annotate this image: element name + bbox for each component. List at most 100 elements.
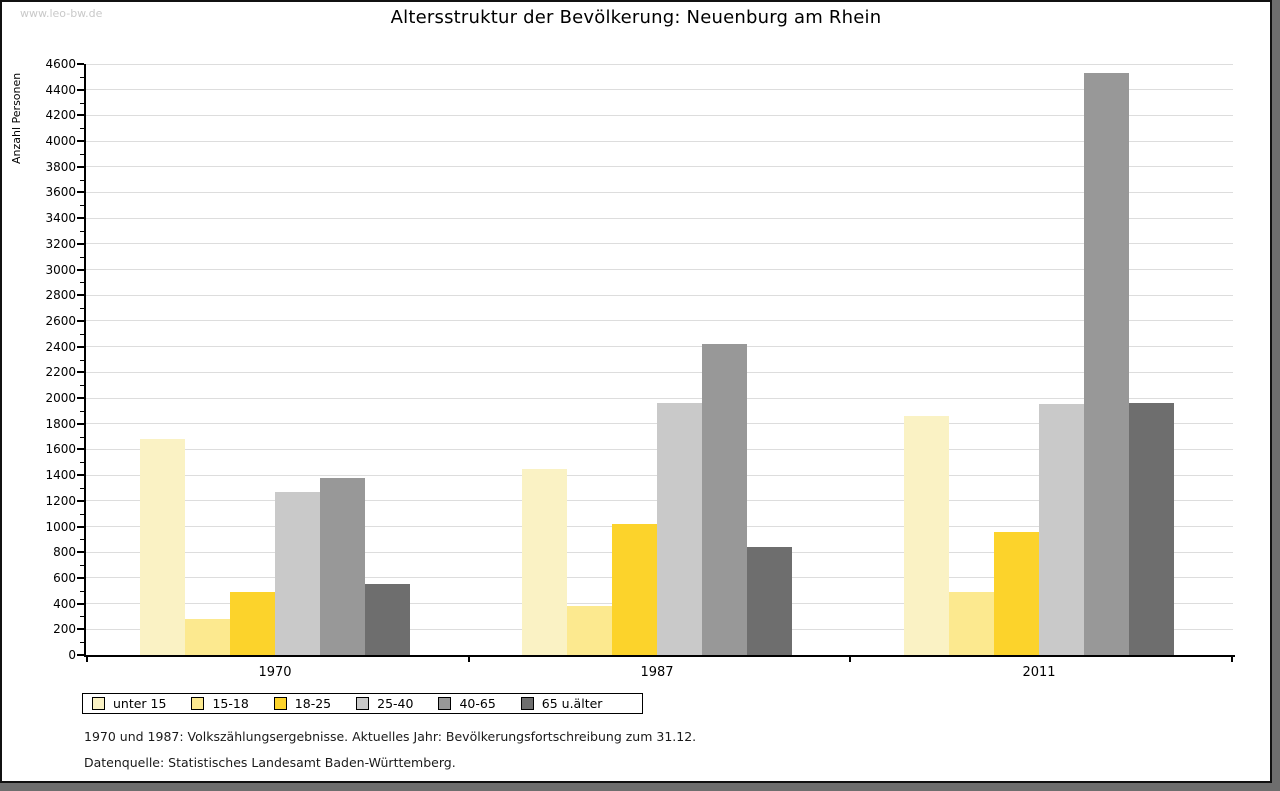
legend-item: 25-40 [356, 696, 413, 711]
legend-swatch [438, 697, 452, 710]
y-tick-label: 2200 [45, 365, 76, 380]
bar-18-25-1970 [230, 592, 275, 655]
x-category-label: 1970 [258, 665, 292, 680]
legend-item: 15-18 [191, 696, 249, 711]
y-tick-minor [80, 436, 84, 438]
y-tick-major [77, 268, 84, 271]
y-tick-minor [80, 282, 84, 284]
gridline [86, 294, 1233, 296]
y-tick-major [77, 551, 84, 554]
y-tick-label: 3800 [45, 159, 76, 174]
y-tick-major [77, 88, 84, 91]
y-tick-minor [80, 102, 84, 104]
y-tick-label: 0 [68, 648, 76, 662]
legend-label: 40-65 [459, 696, 496, 711]
y-tick-minor [80, 590, 84, 592]
y-tick-major [77, 319, 84, 322]
y-tick-label: 2800 [45, 288, 76, 303]
legend: unter 15 15-18 18-25 25-40 40-65 65 u.älter [82, 693, 643, 714]
legend-item: 18-25 [273, 696, 332, 711]
y-tick-minor [80, 487, 84, 489]
bar-65-u-lter-2011 [1129, 403, 1174, 655]
gridline [86, 191, 1233, 193]
gridline [86, 320, 1233, 322]
legend-item: 40-65 [438, 696, 496, 711]
bar-18-25-2011 [994, 531, 1039, 655]
footnote-data-source: Datenquelle: Statistisches Landesamt Bad… [84, 755, 456, 770]
y-tick-major [77, 63, 84, 65]
legend-label: 15-18 [212, 696, 249, 711]
y-tick-minor [80, 205, 84, 207]
footnote-source-note: 1970 und 1987: Volkszählungsergebnisse. … [84, 729, 697, 744]
legend-label: 25-40 [377, 696, 414, 711]
y-tick-label: 2600 [45, 313, 76, 328]
y-tick-label: 3000 [45, 262, 76, 277]
y-tick-label: 3400 [45, 211, 76, 226]
y-tick-major [77, 576, 84, 579]
gridline [86, 140, 1233, 142]
y-tick-major [77, 499, 84, 502]
bar-25-40-1970 [275, 491, 320, 655]
y-tick-label: 2400 [45, 339, 76, 354]
legend-swatch [273, 697, 287, 710]
y-tick-minor [80, 308, 84, 310]
y-tick-minor [80, 385, 84, 387]
gridline [86, 89, 1233, 91]
y-tick-minor [80, 128, 84, 130]
y-tick-label: 2000 [45, 391, 76, 406]
y-tick-label: 4000 [45, 134, 76, 149]
gridline [86, 269, 1233, 271]
y-tick-label: 1000 [45, 519, 76, 534]
y-tick-label: 800 [53, 545, 76, 560]
bar-unter-15-1970 [140, 439, 185, 655]
gridline [86, 114, 1233, 116]
x-category-label: 2011 [1022, 665, 1056, 680]
y-tick-major [77, 654, 84, 656]
x-tick [1231, 657, 1233, 662]
y-tick-label: 1200 [45, 493, 76, 508]
y-tick-label: 4400 [45, 82, 76, 97]
y-tick-major [77, 422, 84, 425]
x-axis-line [84, 655, 1235, 657]
y-tick-minor [80, 256, 84, 258]
y-tick-minor [80, 359, 84, 361]
y-tick-label: 400 [53, 596, 76, 611]
x-tick [86, 657, 88, 662]
legend-swatch [520, 697, 534, 710]
y-tick-minor [80, 513, 84, 515]
legend-item: unter 15 [92, 696, 166, 711]
y-tick-major [77, 294, 84, 297]
y-tick-major [77, 628, 84, 631]
y-tick-minor [80, 76, 84, 78]
legend-swatch [191, 697, 205, 710]
bar-65-u-lter-1970 [365, 584, 410, 655]
y-tick-major [77, 448, 84, 451]
x-tick [468, 657, 470, 662]
y-tick-minor [80, 153, 84, 155]
chart-title: Altersstruktur der Bevölkerung: Neuenbur… [390, 7, 882, 28]
y-tick-major [77, 191, 84, 194]
y-tick-major [77, 397, 84, 400]
y-tick-label: 200 [53, 622, 76, 637]
y-tick-minor [80, 539, 84, 541]
bar-15-18-1987 [567, 606, 612, 655]
y-tick-major [77, 217, 84, 220]
bar-18-25-1987 [612, 523, 657, 655]
bar-65-u-lter-1987 [747, 547, 792, 655]
y-tick-major [77, 140, 84, 143]
gridline [86, 63, 1233, 65]
legend-label: 18-25 [294, 696, 332, 711]
gridline [86, 243, 1233, 245]
y-tick-major [77, 525, 84, 528]
bar-25-40-2011 [1039, 404, 1084, 655]
gridline [86, 371, 1233, 373]
gridline [86, 166, 1233, 168]
y-tick-label: 3200 [45, 236, 76, 251]
legend-label: unter 15 [113, 696, 167, 711]
legend-swatch [356, 697, 370, 710]
y-tick-minor [80, 462, 84, 464]
bar-15-18-1970 [185, 619, 230, 655]
y-tick-major [77, 114, 84, 117]
bar-25-40-1987 [657, 403, 702, 655]
